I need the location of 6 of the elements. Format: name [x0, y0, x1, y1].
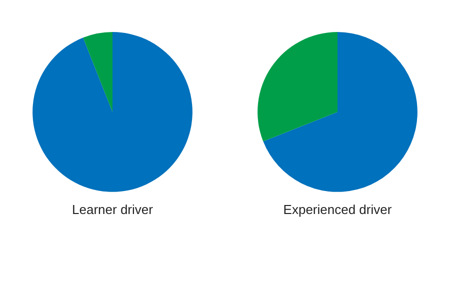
pie-slice: [32, 32, 192, 192]
text: Learner driver: [72, 202, 154, 218]
text: Experienced driver: [283, 202, 392, 218]
pie-slice: [83, 32, 112, 112]
pie-slice: [263, 32, 418, 192]
pie-slice: [258, 32, 338, 142]
